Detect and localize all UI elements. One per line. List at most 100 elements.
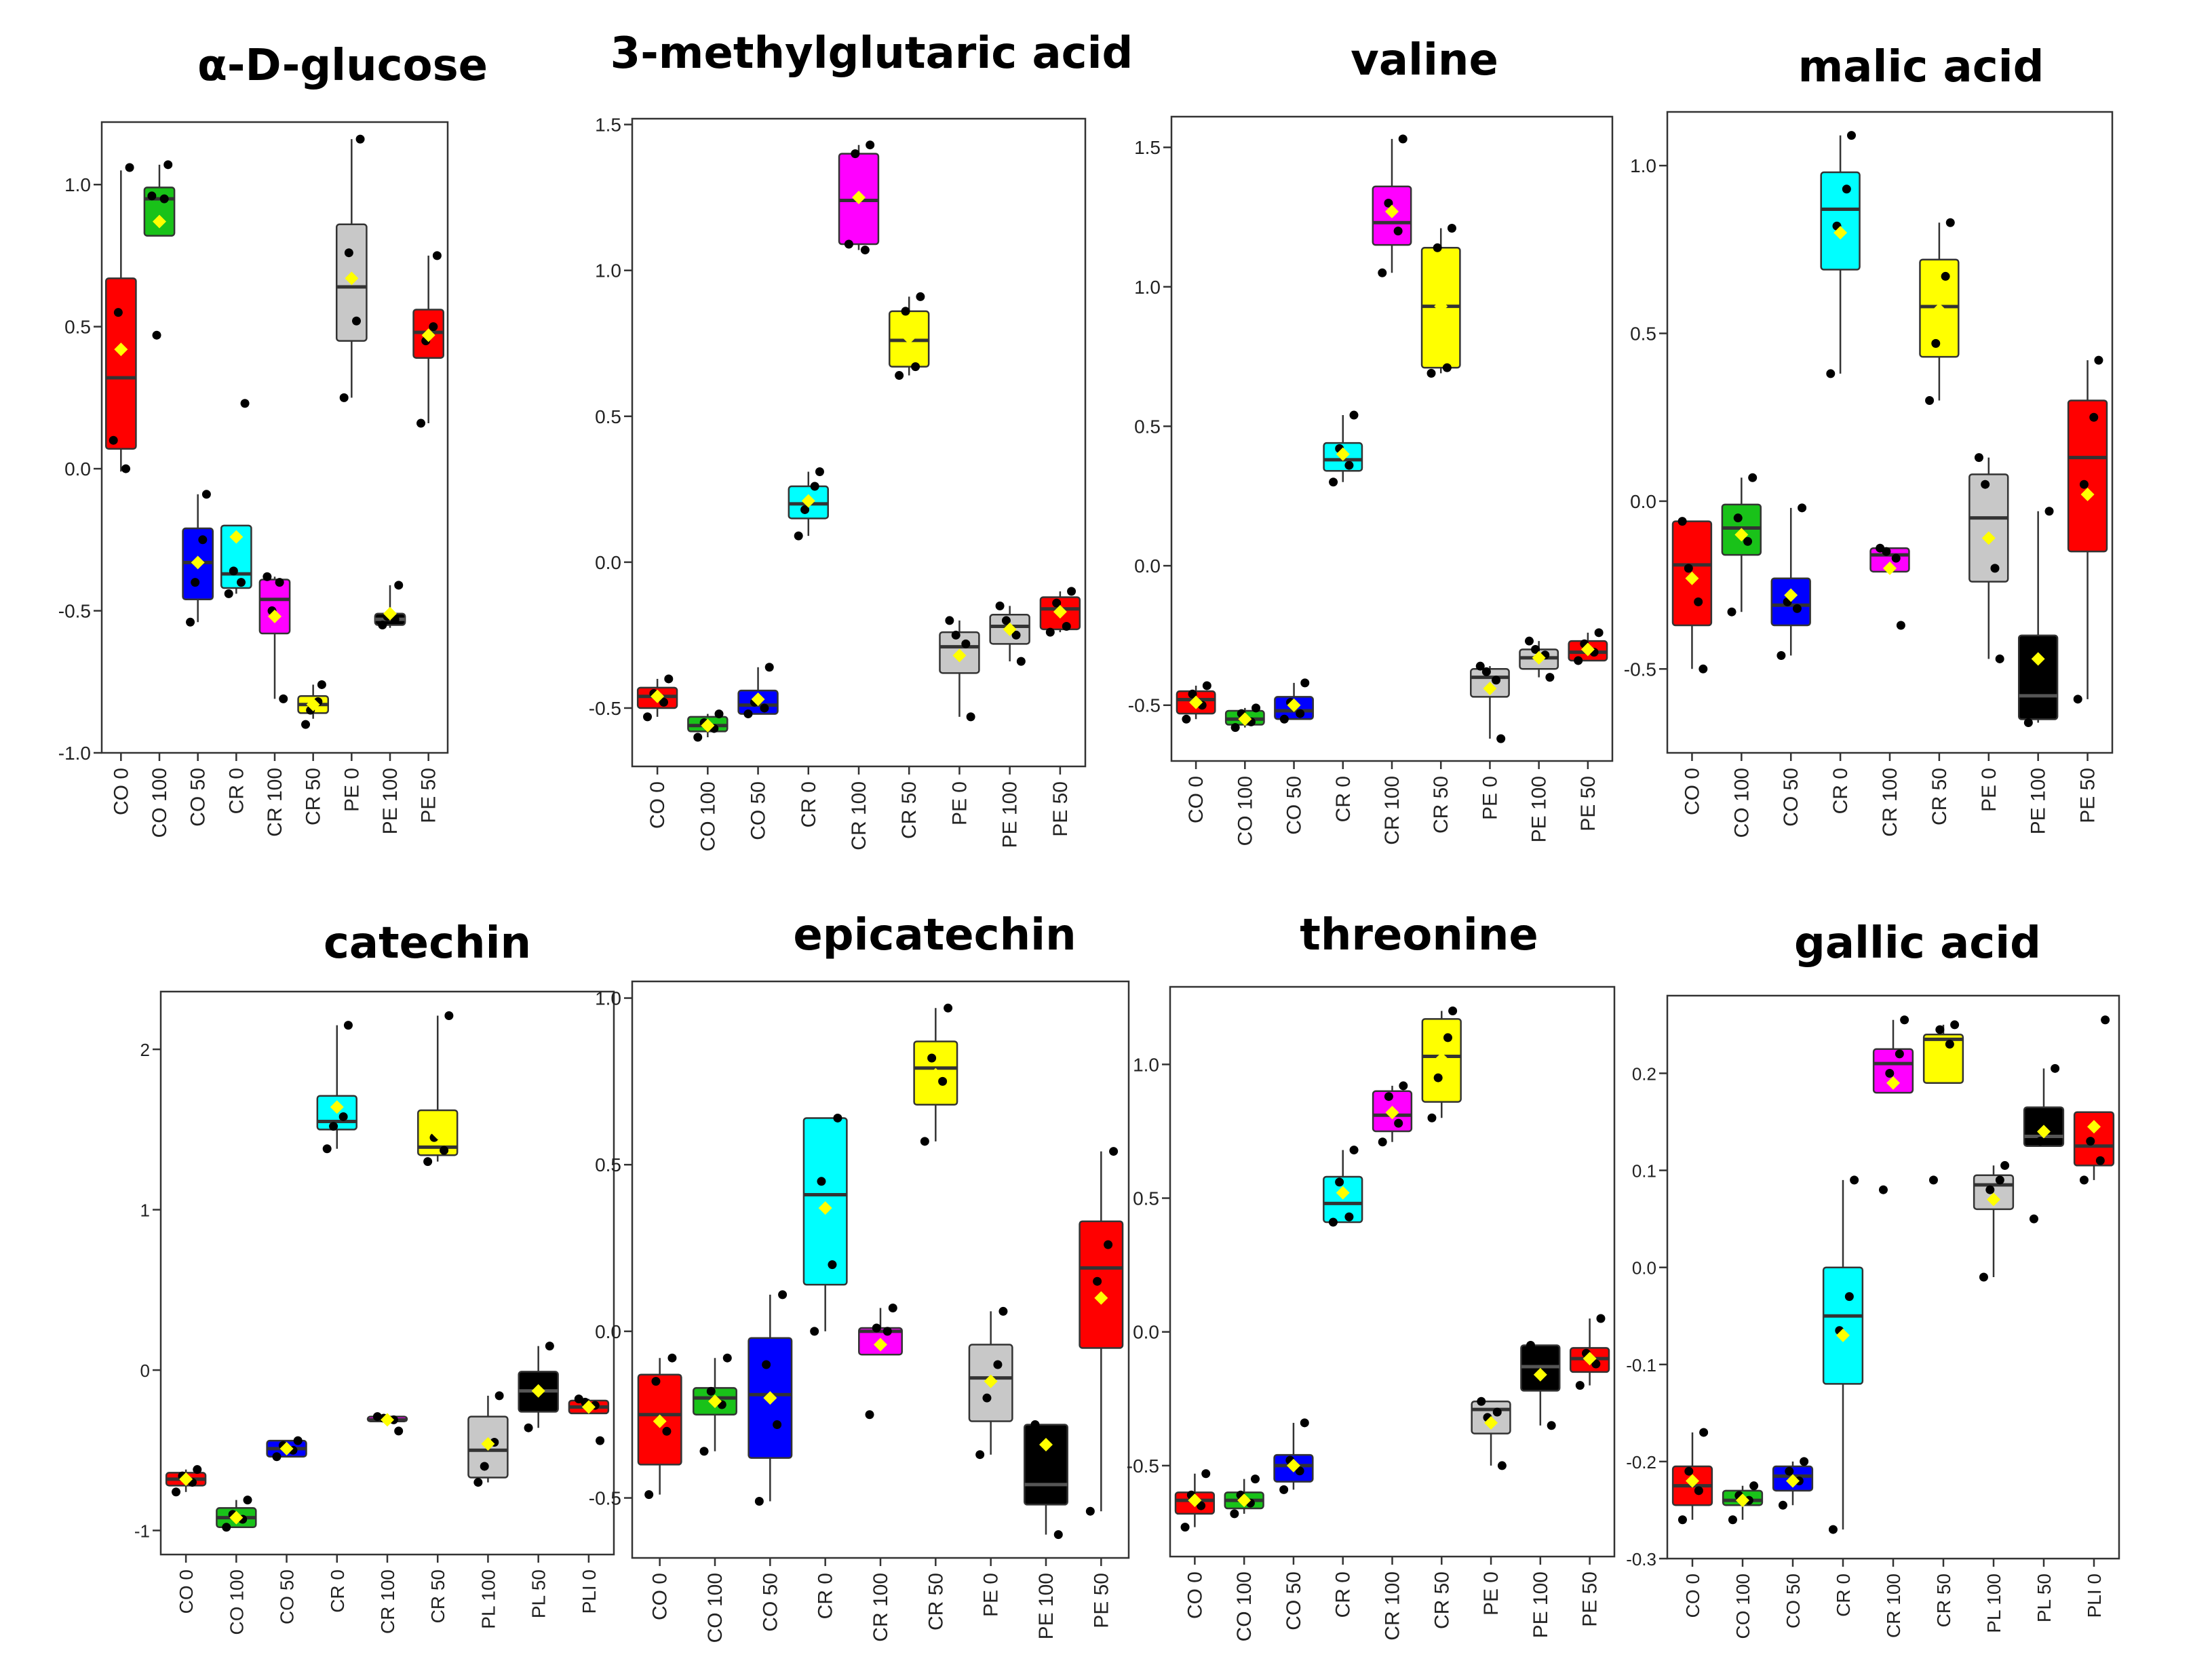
mean-marker <box>1286 1458 1300 1472</box>
data-point <box>1030 1420 1040 1429</box>
data-point <box>743 709 753 719</box>
x-category-label: CR 100 <box>848 781 870 851</box>
box-co-50 <box>1273 1418 1314 1494</box>
box-pe-50 <box>1039 587 1081 637</box>
data-point <box>1979 1272 1988 1282</box>
box-cr-100 <box>1869 543 1910 630</box>
data-point <box>1677 517 1687 526</box>
data-point <box>865 1410 874 1420</box>
box-cr-100 <box>838 140 880 255</box>
data-point <box>1743 536 1753 546</box>
y-tick-label: 0.0 <box>64 458 91 480</box>
box-cr-100 <box>258 572 291 703</box>
mean-marker <box>191 555 205 570</box>
box-pli-0 <box>2073 1015 2115 1185</box>
box-pe-0 <box>1471 1396 1511 1470</box>
data-point <box>394 581 404 590</box>
box-cr-100 <box>1872 1015 1914 1194</box>
box-co-50 <box>737 663 779 719</box>
data-point <box>706 1386 716 1396</box>
y-tick-label: -0.2 <box>1626 1452 1656 1472</box>
panel-5: catechin -1 0 1 2 CO 0 CO 100 CO 50 CR 0 CR 100 CR… <box>134 918 615 1635</box>
data-point <box>1850 1175 1859 1185</box>
data-point <box>1180 1523 1190 1532</box>
data-point <box>172 1487 181 1497</box>
panel-title: epicatechin <box>793 910 1076 960</box>
x-category-label: CO 0 <box>1184 1571 1206 1619</box>
data-point <box>1842 184 1851 194</box>
data-point <box>1882 547 1891 556</box>
data-point <box>1733 513 1743 523</box>
data-point <box>1748 473 1758 482</box>
data-point <box>1104 1240 1113 1249</box>
y-tick-label: 0.0 <box>1133 1322 1159 1343</box>
panel-title: catechin <box>324 918 531 969</box>
data-point <box>944 1003 953 1013</box>
data-point <box>224 589 233 598</box>
data-point <box>1945 218 1955 227</box>
data-point <box>1052 598 1062 608</box>
data-point <box>355 134 365 144</box>
data-point <box>440 1146 449 1155</box>
data-point <box>995 601 1005 610</box>
data-point <box>2036 1137 2045 1146</box>
data-point <box>1591 1359 1601 1369</box>
y-tick-label: 0.0 <box>1632 1258 1656 1278</box>
data-point <box>2089 412 2099 422</box>
x-category-label: PLI 0 <box>2084 1574 2105 1618</box>
data-point <box>2000 1160 2010 1170</box>
y-tick-label: 1.0 <box>1133 1054 1159 1075</box>
mean-marker <box>1484 1415 1498 1430</box>
x-category-label: CR 0 <box>1829 768 1852 814</box>
mean-marker <box>1287 698 1301 712</box>
data-point <box>895 371 904 380</box>
mean-marker <box>1937 1047 1950 1061</box>
data-point <box>2094 355 2103 365</box>
data-point <box>844 239 853 249</box>
box-iqr <box>258 579 291 635</box>
mean-marker <box>1736 1493 1749 1508</box>
data-point <box>1251 703 1261 713</box>
data-point <box>2045 1117 2055 1127</box>
data-point <box>343 1021 353 1030</box>
data-point <box>1792 604 1802 613</box>
data-point <box>125 163 134 172</box>
box-co-0 <box>165 1465 207 1497</box>
box-pe-100 <box>1024 1420 1068 1540</box>
data-point <box>1016 657 1026 666</box>
box-cr-100 <box>858 1304 903 1420</box>
data-point <box>1393 227 1403 236</box>
data-point <box>338 1112 348 1121</box>
mean-marker <box>763 1391 777 1405</box>
mean-marker <box>2037 1125 2051 1139</box>
mean-marker <box>984 1374 998 1388</box>
box-iqr <box>1079 1220 1124 1349</box>
x-category-label: PE 50 <box>1090 1573 1112 1628</box>
box-iqr <box>104 277 137 450</box>
y-tick-label: 0.5 <box>1134 416 1161 437</box>
mean-marker <box>2087 1120 2101 1134</box>
x-category-label: CR 50 <box>303 768 325 825</box>
data-point <box>293 1436 303 1445</box>
data-point <box>1545 673 1555 682</box>
data-point <box>659 697 668 707</box>
box-co-50 <box>182 490 214 627</box>
mean-marker <box>421 328 435 343</box>
box-pe-0 <box>1470 661 1510 743</box>
data-point <box>147 191 157 201</box>
box-pe-100 <box>374 581 406 629</box>
data-point <box>817 1177 826 1186</box>
mean-marker <box>751 692 765 707</box>
x-category-label: PE 100 <box>379 768 402 834</box>
data-point <box>1093 1276 1102 1286</box>
x-category-label: CO 50 <box>187 768 210 827</box>
data-point <box>1394 1118 1403 1128</box>
x-category-label: PE 50 <box>1049 781 1072 837</box>
data-point <box>545 1342 554 1351</box>
box-pe-0 <box>939 616 980 722</box>
data-point <box>186 617 195 627</box>
data-point <box>1497 1461 1507 1470</box>
data-point <box>667 1353 677 1363</box>
data-point <box>1524 636 1534 646</box>
x-category-label: PE 0 <box>1480 1571 1502 1616</box>
